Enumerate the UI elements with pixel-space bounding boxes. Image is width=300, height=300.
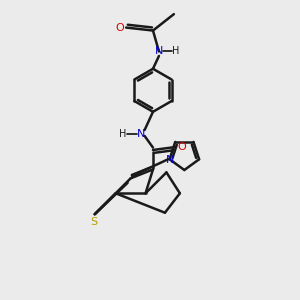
Text: N: N xyxy=(166,155,174,165)
Text: N: N xyxy=(137,129,145,139)
Text: H: H xyxy=(172,46,179,56)
Text: S: S xyxy=(91,217,98,227)
Text: N: N xyxy=(155,46,163,56)
Text: O: O xyxy=(115,22,124,33)
Text: O: O xyxy=(178,142,186,152)
Text: H: H xyxy=(119,129,127,139)
